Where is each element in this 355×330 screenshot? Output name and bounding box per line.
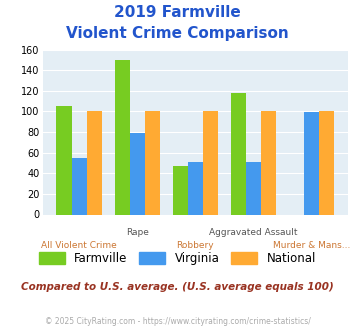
Bar [319, 112, 334, 214]
Bar [188, 162, 203, 214]
Bar [72, 158, 87, 214]
Bar [304, 113, 319, 214]
Bar [87, 112, 102, 214]
Bar [246, 162, 261, 214]
Bar [231, 93, 246, 214]
Legend: Farmville, Virginia, National: Farmville, Virginia, National [34, 247, 321, 269]
Text: Murder & Mans...: Murder & Mans... [273, 241, 350, 250]
Bar [261, 112, 276, 214]
Bar [56, 106, 72, 214]
Text: © 2025 CityRating.com - https://www.cityrating.com/crime-statistics/: © 2025 CityRating.com - https://www.city… [45, 317, 310, 326]
Text: Violent Crime Comparison: Violent Crime Comparison [66, 26, 289, 41]
Text: Robbery: Robbery [176, 241, 214, 250]
Bar [203, 112, 218, 214]
Bar [173, 166, 188, 214]
Text: Compared to U.S. average. (U.S. average equals 100): Compared to U.S. average. (U.S. average … [21, 282, 334, 292]
Text: All Violent Crime: All Violent Crime [41, 241, 117, 250]
Bar [130, 133, 145, 214]
Text: Aggravated Assault: Aggravated Assault [209, 228, 297, 237]
Text: Rape: Rape [126, 228, 149, 237]
Text: 2019 Farmville: 2019 Farmville [114, 5, 241, 20]
Bar [115, 60, 130, 214]
Bar [145, 112, 160, 214]
